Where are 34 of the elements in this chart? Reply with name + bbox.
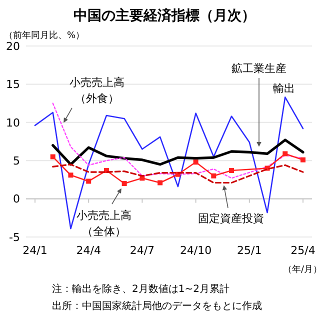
x-tick-label: 25/4 bbox=[290, 244, 316, 257]
line-series bbox=[52, 138, 304, 166]
text: 出所：中国国家統計局他のデータをもとに作成 bbox=[52, 300, 262, 312]
point bbox=[122, 181, 127, 186]
point bbox=[158, 180, 163, 186]
x-axis-title: （年/月） bbox=[282, 264, 322, 275]
series-label: 小売売上高（外食） bbox=[70, 76, 124, 105]
x-tick-label: 24/4 bbox=[76, 244, 101, 257]
x-tick-label: 24/7 bbox=[130, 244, 155, 257]
x-tick-label: 24/1 bbox=[22, 244, 48, 257]
series-label: 輸出 bbox=[273, 82, 295, 95]
text: 固定資産投資 bbox=[198, 212, 264, 225]
y-tick-label: 0 bbox=[13, 192, 20, 206]
point bbox=[300, 157, 306, 162]
point bbox=[86, 178, 92, 184]
y-tick-label: 5 bbox=[13, 154, 20, 168]
point bbox=[193, 160, 198, 165]
point bbox=[68, 172, 74, 178]
point bbox=[50, 154, 56, 160]
point bbox=[211, 173, 216, 178]
y-tick-label: -5 bbox=[9, 230, 20, 244]
point bbox=[229, 168, 234, 174]
text: 注：輸出を除き、2月数値は1~2月累計 bbox=[52, 283, 230, 295]
point bbox=[282, 151, 288, 156]
y-tick-label: 15 bbox=[6, 78, 20, 92]
text: 小売売上高（全体） bbox=[76, 209, 132, 238]
y-tick-label: 20 bbox=[6, 40, 20, 53]
y-tick-label: 10 bbox=[6, 116, 20, 130]
line-series bbox=[52, 164, 304, 184]
x-tick-label: 24/10 bbox=[180, 244, 212, 257]
x-tick-label: 25/1 bbox=[237, 244, 262, 257]
text: 鉱工業生産 bbox=[232, 62, 286, 75]
chart-title: 中国の主要経済指標（月次） bbox=[74, 7, 256, 24]
y-axis-title: （前年同月比、%） bbox=[4, 30, 85, 41]
